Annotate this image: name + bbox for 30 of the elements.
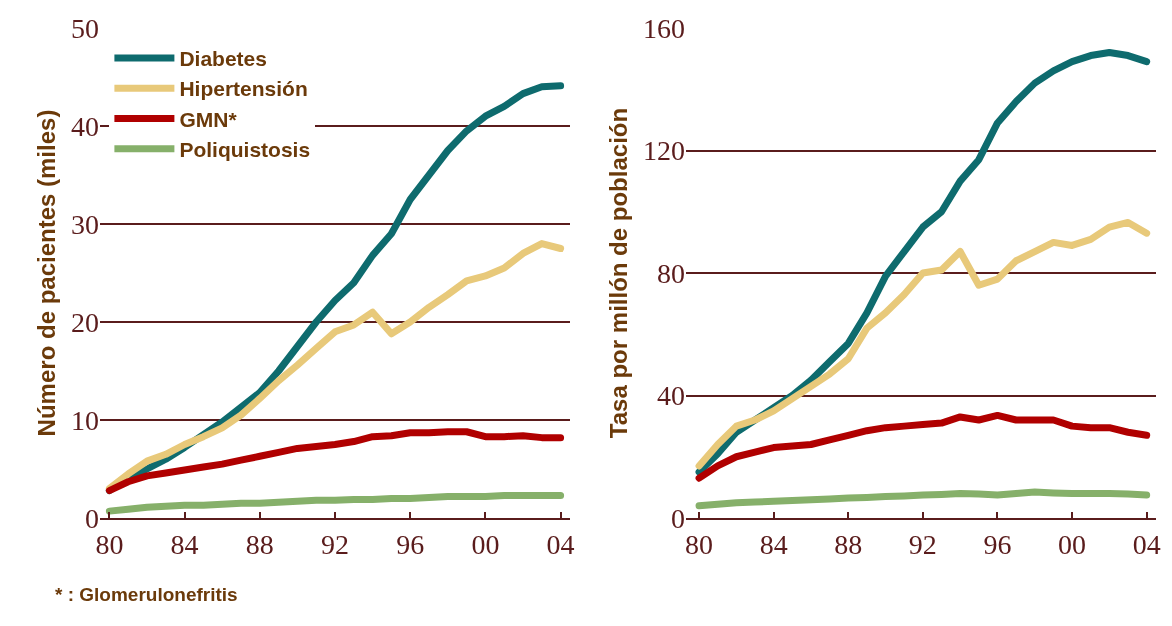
y-tick-label: 30 <box>71 208 99 240</box>
x-tick-label: 92 <box>321 528 349 560</box>
y-tick-label: 20 <box>71 306 99 338</box>
y-tick-label: 120 <box>643 135 685 167</box>
x-tick-label: 00 <box>471 528 500 560</box>
x-tick-label: 00 <box>1058 528 1087 560</box>
y-tick-label: 160 <box>643 12 685 44</box>
y-tick-label: 0 <box>671 502 685 534</box>
x-tick-label: 80 <box>685 528 714 560</box>
legend-label: Diabetes <box>179 47 267 71</box>
legend-label: GMN* <box>179 107 238 131</box>
y-tick-label: 80 <box>657 257 685 289</box>
legend-label: Poliquistosis <box>179 138 311 162</box>
text: * : Glomerulonefritis <box>55 584 238 605</box>
y-axis-title: Tasa por millón de población <box>605 107 633 439</box>
x-tick-label: 96 <box>983 528 1012 560</box>
y-tick-label: 50 <box>71 12 99 44</box>
x-tick-label: 88 <box>245 528 274 560</box>
x-tick-label: 04 <box>546 528 575 560</box>
x-tick-label: 04 <box>1132 528 1161 560</box>
y-tick-label: 40 <box>71 110 99 142</box>
x-tick-label: 96 <box>396 528 425 560</box>
x-tick-label: 92 <box>908 528 937 560</box>
x-tick-label: 84 <box>170 528 199 560</box>
x-tick-label: 88 <box>834 528 863 560</box>
y-axis-title: Número de pacientes (miles) <box>33 109 61 437</box>
y-tick-label: 40 <box>657 380 685 412</box>
legend-label: Hipertensión <box>179 77 308 101</box>
x-tick-label: 84 <box>759 528 788 560</box>
y-tick-label: 10 <box>71 404 99 436</box>
